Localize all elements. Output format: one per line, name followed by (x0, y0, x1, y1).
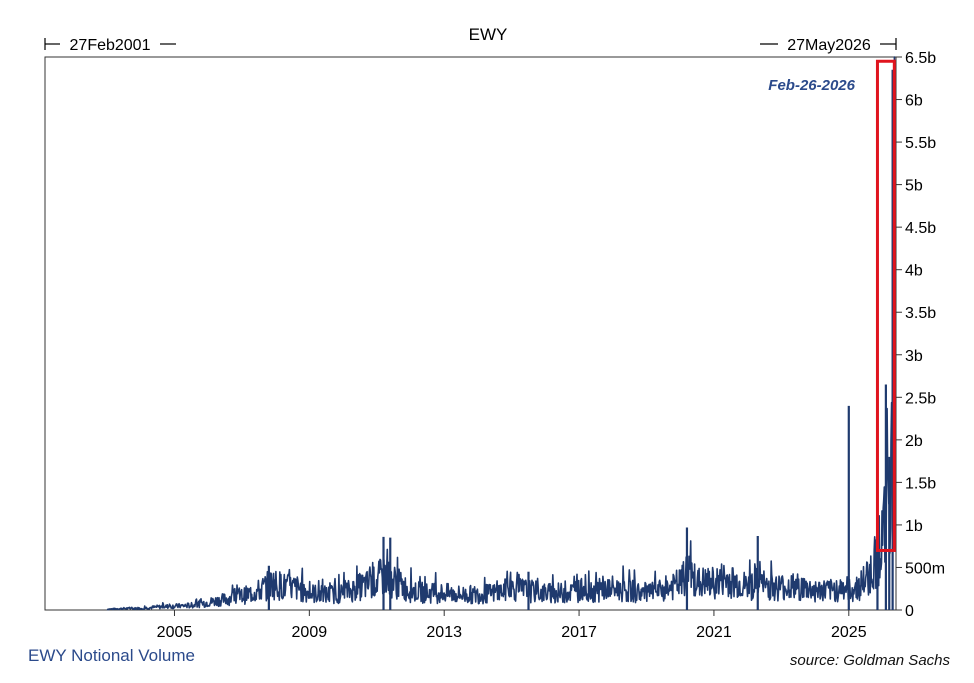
y-tick-label: 3b (905, 348, 923, 365)
y-tick-label: 4b (905, 263, 923, 280)
y-tick-label: 500m (905, 560, 945, 577)
x-tick-label: 2025 (831, 624, 867, 641)
plot-frame (44, 56, 897, 611)
range-start-marker (44, 38, 176, 50)
x-axis: 2005 2009 2013 2017 2021 2025 (157, 610, 867, 641)
y-tick-label: 0 (905, 603, 914, 620)
range-end-label: 27May2026 (787, 37, 871, 54)
annotation-date: Feb-26-2026 (768, 77, 855, 94)
highlight-box (875, 59, 896, 552)
y-tick-label: 6.5b (905, 50, 936, 67)
chart-title: EWY (469, 25, 508, 44)
y-tick-label: 1b (905, 518, 923, 535)
x-tick-label: 2013 (426, 624, 462, 641)
y-tick-label: 2b (905, 433, 923, 450)
y-tick-label: 1.5b (905, 475, 936, 492)
legend-label: EWY Notional Volume (28, 646, 195, 665)
y-tick-label: 4.5b (905, 220, 936, 237)
y-tick-label: 2.5b (905, 390, 936, 407)
y-tick-label: 5.5b (905, 135, 936, 152)
series-ewy-notional-volume (106, 56, 896, 611)
x-tick-label: 2017 (561, 624, 597, 641)
x-tick-label: 2009 (292, 624, 328, 641)
range-end-marker (760, 38, 897, 50)
x-tick-label: 2021 (696, 624, 732, 641)
y-tick-label: 5b (905, 178, 923, 195)
y-axis: 0 500m 1b 1.5b 2b 2.5b 3b 3.5b 4b 4.5b 5b 5.5b 6b 6.5… (896, 50, 945, 620)
y-tick-label: 3.5b (905, 305, 936, 322)
highlight-rect (875, 59, 896, 552)
range-start-label: 27Feb2001 (70, 37, 151, 54)
series-line (106, 56, 896, 611)
source-label: source: Goldman Sachs (789, 652, 950, 669)
y-tick-label: 6b (905, 93, 923, 110)
x-tick-label: 2005 (157, 624, 193, 641)
